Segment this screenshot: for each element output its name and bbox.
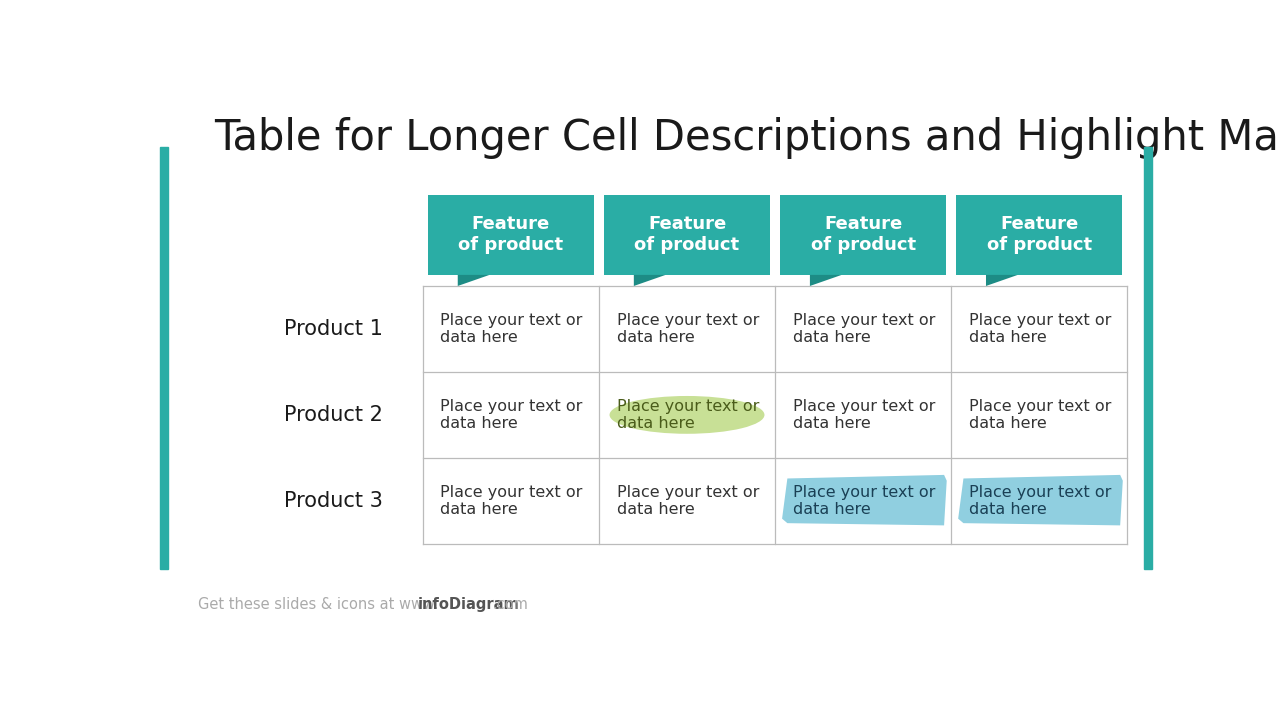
Text: Product 1: Product 1 xyxy=(284,319,383,339)
Bar xyxy=(1144,148,1152,569)
Polygon shape xyxy=(986,275,1018,286)
Text: Place your text or
data here: Place your text or data here xyxy=(617,399,759,431)
Bar xyxy=(956,194,1123,275)
Text: Place your text or
data here: Place your text or data here xyxy=(792,312,934,345)
Text: Place your text or
data here: Place your text or data here xyxy=(969,399,1111,431)
Text: Place your text or
data here: Place your text or data here xyxy=(969,312,1111,345)
Polygon shape xyxy=(810,275,842,286)
Text: Place your text or
data here: Place your text or data here xyxy=(617,312,759,345)
Text: Place your text or
data here: Place your text or data here xyxy=(440,485,582,517)
Text: Get these slides & icons at www.: Get these slides & icons at www. xyxy=(197,598,438,612)
Text: Feature
of product: Feature of product xyxy=(458,215,563,254)
Polygon shape xyxy=(458,275,489,286)
Bar xyxy=(604,194,771,275)
Bar xyxy=(160,148,168,569)
Text: Place your text or
data here: Place your text or data here xyxy=(617,485,759,517)
Bar xyxy=(780,194,946,275)
Polygon shape xyxy=(634,275,666,286)
Text: Place your text or
data here: Place your text or data here xyxy=(969,485,1111,517)
Text: Feature
of product: Feature of product xyxy=(635,215,740,254)
Text: infoDiagram: infoDiagram xyxy=(417,598,520,612)
Text: Product 2: Product 2 xyxy=(284,405,383,425)
Text: Place your text or
data here: Place your text or data here xyxy=(792,399,934,431)
Ellipse shape xyxy=(609,396,764,433)
Text: .com: .com xyxy=(493,598,529,612)
Text: Table for Longer Cell Descriptions and Highlight Markers: Table for Longer Cell Descriptions and H… xyxy=(215,117,1280,159)
Polygon shape xyxy=(782,475,947,526)
Bar xyxy=(428,194,594,275)
Text: Place your text or
data here: Place your text or data here xyxy=(792,485,934,517)
Polygon shape xyxy=(959,475,1123,526)
Text: Feature
of product: Feature of product xyxy=(987,215,1092,254)
Text: Product 3: Product 3 xyxy=(284,491,383,510)
Text: Place your text or
data here: Place your text or data here xyxy=(440,312,582,345)
Text: Place your text or
data here: Place your text or data here xyxy=(440,399,582,431)
Text: Feature
of product: Feature of product xyxy=(810,215,915,254)
